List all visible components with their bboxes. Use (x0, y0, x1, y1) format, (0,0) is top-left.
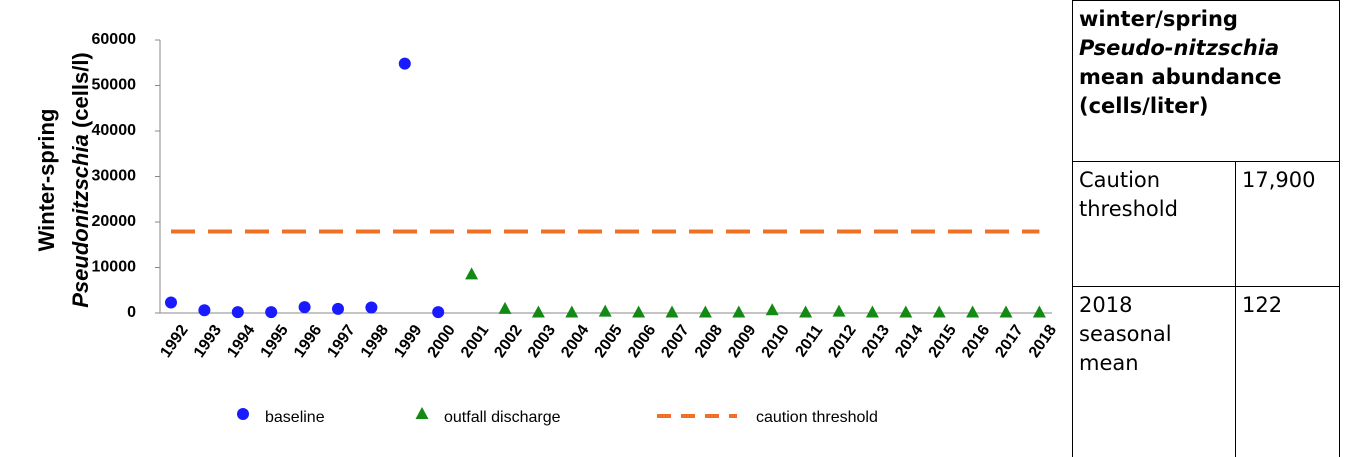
x-tick-label: 2014 (892, 322, 926, 361)
x-tick-label: 1992 (157, 322, 191, 361)
x-tick-label: 2015 (926, 322, 960, 361)
point (765, 303, 779, 316)
legend-swatch (237, 408, 249, 420)
y-tick-label: 40000 (92, 122, 137, 139)
x-tick-label: 2003 (525, 322, 559, 361)
x-tick-label: 2011 (792, 322, 826, 360)
header-line: mean abundance (1079, 65, 1282, 89)
x-tick-label: 1994 (224, 322, 258, 361)
x-tick-label: 2007 (658, 322, 692, 361)
y-axis-label-unit: (cells/l) (68, 52, 93, 128)
x-tick-label: 2010 (759, 322, 793, 361)
legend-label: caution threshold (756, 409, 878, 426)
x-tick-label: 2018 (1026, 322, 1060, 361)
y-axis-label-italic: Pseudonitzschia (68, 134, 93, 308)
x-tick-label: 2001 (458, 322, 492, 361)
header-line: (cells/liter) (1079, 94, 1209, 118)
x-tick-label: 2009 (725, 322, 759, 361)
point (365, 301, 378, 314)
x-tick-label: 1993 (191, 322, 225, 361)
x-tick-label: 2016 (959, 322, 993, 361)
point (298, 301, 311, 314)
point (832, 304, 846, 317)
point (565, 305, 579, 318)
x-tick-label: 2013 (859, 322, 893, 361)
x-tick-label: 2017 (992, 322, 1026, 361)
x-tick-label: 2012 (825, 322, 859, 361)
point (498, 301, 512, 314)
point (732, 305, 746, 318)
point (465, 267, 479, 280)
point (899, 305, 913, 318)
x-tick-label: 2008 (692, 322, 726, 361)
point (531, 305, 545, 318)
point (265, 306, 278, 319)
x-tick-label: 1998 (358, 322, 392, 361)
y-tick-label: 60000 (92, 31, 137, 48)
x-tick-label: 2000 (425, 322, 459, 361)
chart: Winter-spring Pseudonitzschia (cells/l) … (34, 31, 1060, 426)
point (698, 305, 712, 318)
x-tick-label: 2004 (558, 322, 592, 361)
y-tick-label: 0 (127, 304, 136, 321)
point (799, 305, 813, 318)
y-tick-label: 10000 (92, 259, 137, 276)
x-tick-label: 1999 (391, 322, 425, 361)
y-tick-label: 20000 (92, 213, 137, 230)
y-tick-label: 50000 (92, 77, 137, 94)
point (165, 296, 177, 309)
y-axis-label: Pseudonitzschia (cells/l) (68, 52, 93, 308)
point (432, 306, 445, 319)
header-line: Pseudo-nitzschia (1079, 36, 1280, 60)
legend-label: outfall discharge (444, 409, 561, 426)
table: winter/spring Pseudo-nitzschia mean abun… (1072, 0, 1340, 457)
point (332, 302, 344, 315)
x-tick-label: 1996 (291, 322, 325, 361)
x-tick-label: 1997 (324, 322, 358, 361)
x-tick-label: 2006 (625, 322, 659, 361)
x-tick-label: 1995 (258, 322, 292, 361)
point (865, 305, 879, 318)
table-cell: 122 (1235, 286, 1340, 457)
y-tick-label: 30000 (92, 168, 137, 185)
table-cell: 17,900 (1235, 161, 1340, 287)
point (398, 57, 411, 70)
point (966, 305, 980, 318)
header-line: winter/spring (1079, 7, 1238, 31)
table-header: winter/spring Pseudo-nitzschia mean abun… (1072, 0, 1340, 162)
legend-label: baseline (265, 409, 325, 426)
table-cell: 2018 seasonal mean (1072, 286, 1236, 457)
point (999, 305, 1013, 318)
point (632, 305, 646, 318)
point (932, 305, 946, 318)
point (1032, 305, 1046, 318)
point (598, 304, 612, 317)
y-axis-label: Winter-spring (34, 109, 59, 252)
x-tick-label: 2002 (491, 322, 525, 361)
point (665, 305, 679, 318)
legend-swatch (415, 407, 429, 419)
point (198, 304, 211, 317)
point (231, 306, 244, 319)
x-tick-label: 2005 (592, 322, 626, 361)
table-cell: Caution threshold (1072, 161, 1236, 287)
